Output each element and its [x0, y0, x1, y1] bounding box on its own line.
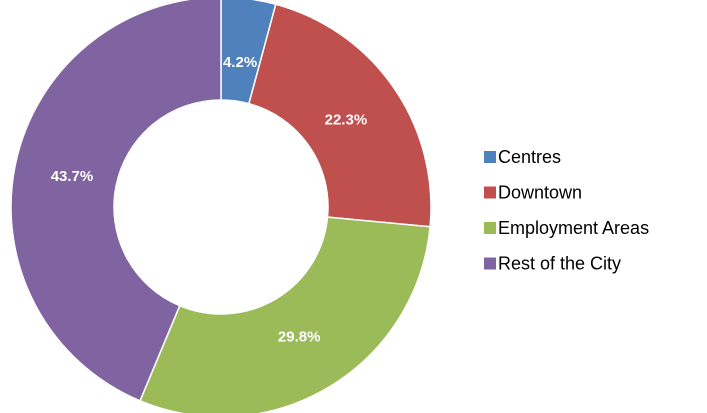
data-label: 22.3%	[325, 111, 368, 128]
legend-swatch	[484, 222, 496, 234]
legend-label: Downtown	[498, 182, 582, 202]
donut-slice	[247, 3, 432, 228]
legend-swatch	[484, 151, 496, 163]
data-label: 43.7%	[51, 168, 94, 185]
legend-label: Centres	[498, 147, 561, 167]
donut-slice	[10, 0, 222, 402]
legend-swatch	[484, 257, 496, 270]
data-label: 29.8%	[278, 328, 321, 345]
legend-label: Employment Areas	[498, 218, 649, 238]
legend-label: Rest of the City	[498, 253, 621, 273]
donut-slice	[139, 216, 431, 413]
legend-swatch	[484, 186, 496, 199]
data-label: 4.2%	[223, 54, 257, 71]
